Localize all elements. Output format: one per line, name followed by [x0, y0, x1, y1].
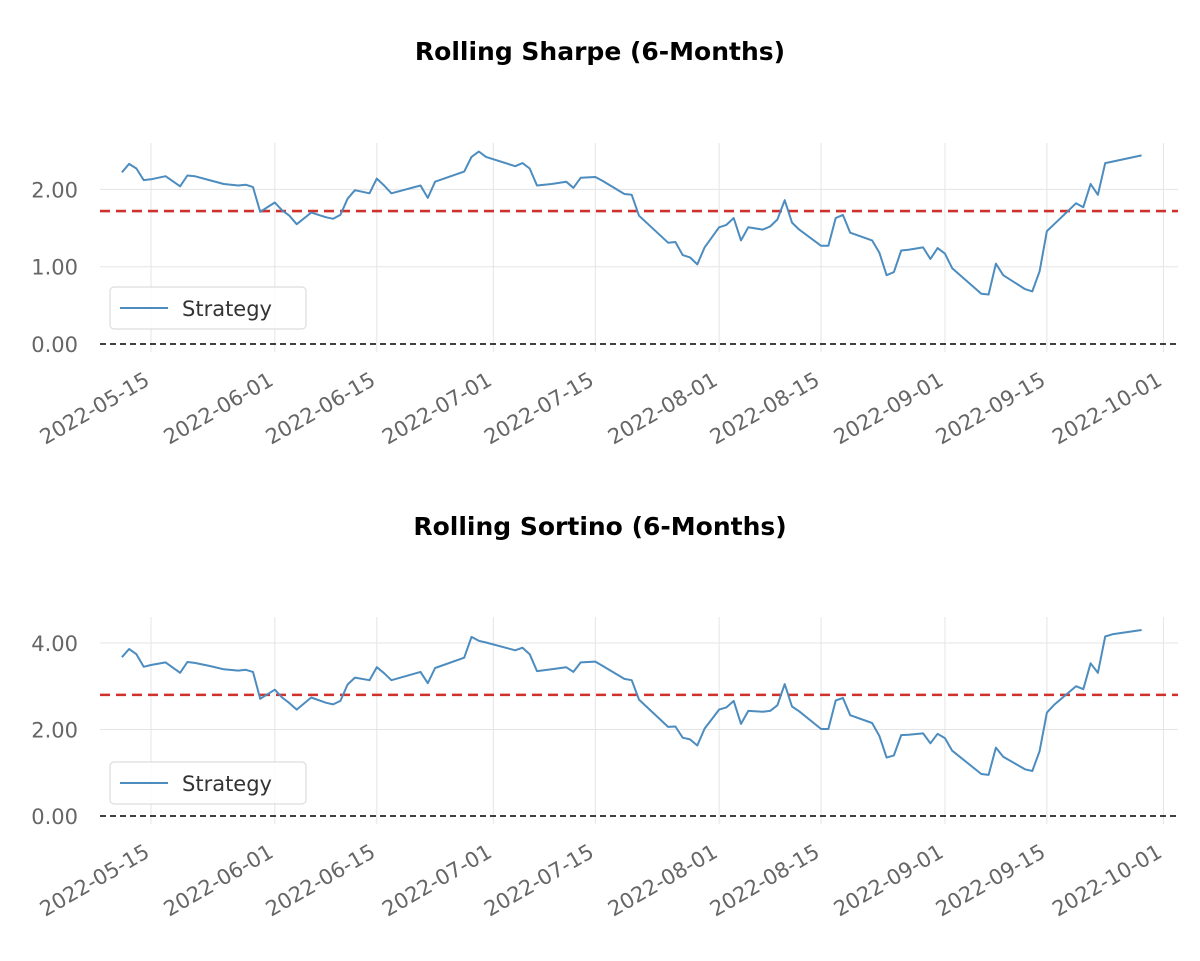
sharpe-legend: Strategy [109, 286, 307, 330]
sharpe-x-tick-label: 2022-07-01 [378, 368, 496, 450]
sortino-series-line [121, 629, 1142, 776]
sharpe-y-tick-label: 2.00 [31, 178, 78, 202]
sortino-legend-label: Strategy [182, 772, 272, 796]
sharpe-x-tick-label: 2022-08-15 [706, 368, 824, 450]
sortino-y-tick-label: 2.00 [31, 718, 78, 742]
sortino-y-tick-label: 0.00 [31, 805, 78, 829]
sortino-x-tick-label: 2022-06-15 [262, 840, 380, 922]
sortino-x-tick-label: 2022-07-15 [480, 840, 598, 922]
sortino-x-tick-label: 2022-09-15 [932, 840, 1050, 922]
sharpe-x-tick-label: 2022-06-01 [160, 368, 278, 450]
sortino-legend-box [109, 761, 307, 805]
sortino-x-tick-label: 2022-08-15 [706, 840, 824, 922]
sharpe-x-tick-label: 2022-05-15 [36, 368, 154, 450]
sharpe-x-tick-label: 2022-06-15 [262, 368, 380, 450]
sortino-x-tick-label: 2022-07-01 [378, 840, 496, 922]
sharpe-x-tick-label: 2022-09-15 [932, 368, 1050, 450]
sharpe-series-line [121, 150, 1142, 296]
sharpe-legend-label: Strategy [182, 297, 272, 321]
sortino-x-tick-label: 2022-06-01 [160, 840, 278, 922]
sortino-chart: Rolling Sortino (6-Months)2022-05-15 2022… [31, 512, 1178, 921]
sharpe-x-tick-label: 2022-07-15 [480, 368, 598, 450]
sharpe-title: Rolling Sharpe (6-Months) [415, 37, 785, 66]
sharpe-x-tick-label: 2022-10-01 [1048, 368, 1166, 450]
sortino-legend: Strategy [109, 761, 307, 805]
sortino-x-tick-label: 2022-09-01 [830, 840, 948, 922]
sortino-title: Rolling Sortino (6-Months) [413, 512, 786, 541]
sharpe-y-tick-label: 0.00 [31, 333, 78, 357]
sortino-x-tick-label: 2022-08-01 [604, 840, 722, 922]
sharpe-x-tick-label: 2022-09-01 [830, 368, 948, 450]
sharpe-y-tick-label: 1.00 [31, 256, 78, 280]
sharpe-chart: Rolling Sharpe (6-Months)2022-05-15 2022-… [31, 37, 1178, 449]
sharpe-legend-box [109, 286, 307, 330]
sharpe-x-tick-label: 2022-08-01 [604, 368, 722, 450]
sortino-x-tick-label: 2022-10-01 [1048, 840, 1166, 922]
sortino-y-tick-label: 4.00 [31, 632, 78, 656]
sortino-x-tick-label: 2022-05-15 [36, 840, 154, 922]
